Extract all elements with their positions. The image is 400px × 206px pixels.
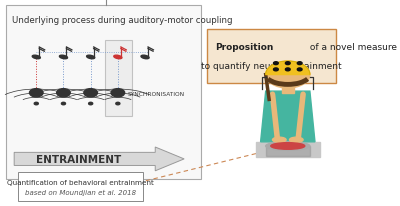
Circle shape [57, 89, 70, 97]
Circle shape [62, 103, 66, 105]
Text: SYNCHRONISATION: SYNCHRONISATION [128, 91, 185, 96]
Polygon shape [14, 147, 184, 171]
Bar [282, 85, 294, 94]
Circle shape [266, 62, 310, 89]
Ellipse shape [32, 56, 40, 60]
Circle shape [274, 62, 278, 65]
Circle shape [286, 69, 290, 71]
Text: of a novel measure: of a novel measure [307, 43, 397, 52]
Circle shape [84, 89, 98, 97]
Text: based on Moundjian et al. 2018: based on Moundjian et al. 2018 [25, 189, 136, 195]
Text: to quantify neural entrainment: to quantify neural entrainment [201, 62, 342, 71]
Circle shape [30, 89, 43, 97]
Text: Underlying process during auditory-motor coupling: Underlying process during auditory-motor… [12, 15, 233, 24]
Circle shape [286, 62, 290, 65]
Ellipse shape [272, 138, 286, 143]
Text: ENTRAINMENT: ENTRAINMENT [36, 154, 121, 164]
FancyBboxPatch shape [256, 142, 320, 158]
Ellipse shape [114, 56, 122, 60]
Text: Quantification of behavioral entrainment: Quantification of behavioral entrainment [7, 179, 154, 185]
Circle shape [297, 62, 302, 65]
Text: Proposition: Proposition [215, 43, 273, 52]
FancyBboxPatch shape [105, 41, 132, 116]
FancyBboxPatch shape [207, 30, 336, 84]
Circle shape [116, 103, 120, 105]
Ellipse shape [266, 142, 310, 151]
Ellipse shape [60, 56, 68, 60]
FancyBboxPatch shape [266, 146, 310, 156]
Circle shape [89, 103, 93, 105]
FancyBboxPatch shape [18, 172, 143, 201]
Ellipse shape [290, 138, 303, 143]
Circle shape [274, 69, 278, 71]
Ellipse shape [87, 56, 95, 60]
Circle shape [111, 89, 125, 97]
Polygon shape [260, 92, 315, 142]
Circle shape [34, 103, 38, 105]
Ellipse shape [141, 56, 149, 60]
Circle shape [297, 69, 302, 71]
Ellipse shape [271, 143, 305, 150]
Polygon shape [266, 62, 310, 75]
FancyBboxPatch shape [6, 6, 201, 179]
